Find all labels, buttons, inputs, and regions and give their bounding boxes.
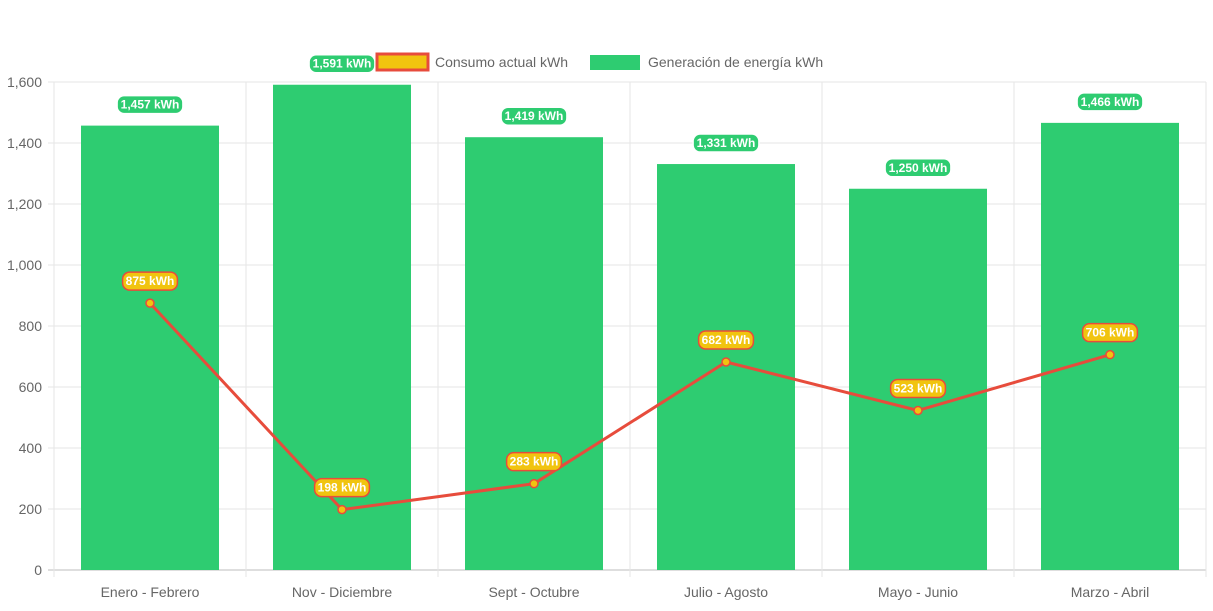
consumption-point[interactable] bbox=[529, 478, 539, 489]
y-tick-label: 400 bbox=[19, 440, 43, 456]
y-tick-label: 1,600 bbox=[7, 74, 42, 90]
consumption-point[interactable] bbox=[721, 357, 731, 367]
generation-value-badge bbox=[884, 158, 952, 178]
generation-value-label: 1,457 kWh bbox=[121, 98, 180, 112]
generation-bar[interactable] bbox=[1041, 122, 1179, 571]
generation-value-label: 1,591 kWh bbox=[313, 57, 372, 71]
legend-swatch-consumption[interactable] bbox=[375, 52, 430, 72]
consumption-value-label: 875 kWh bbox=[126, 274, 175, 288]
legend-label-consumption: Consumo actual kWh bbox=[435, 54, 568, 70]
consumption-value-label: 523 kWh bbox=[894, 381, 943, 395]
x-tick-label: Enero - Febrero bbox=[101, 584, 200, 600]
consumption-value-label: 682 kWh bbox=[702, 333, 751, 347]
y-tick-label: 600 bbox=[19, 379, 43, 395]
consumption-point[interactable] bbox=[913, 405, 923, 416]
generation-value-badge bbox=[116, 94, 184, 115]
generation-value-badge bbox=[308, 53, 376, 74]
consumption-value-label: 198 kWh bbox=[318, 481, 367, 495]
consumption-value-badge bbox=[697, 330, 755, 350]
consumption-value-label: 283 kWh bbox=[510, 455, 559, 469]
consumption-value-badge bbox=[505, 451, 563, 472]
y-tick-label: 0 bbox=[34, 562, 42, 578]
generation-value-badge bbox=[1076, 92, 1144, 112]
x-tick-label: Julio - Agosto bbox=[684, 584, 768, 600]
x-tick-label: Nov - Diciembre bbox=[292, 584, 393, 600]
generation-value-label: 1,466 kWh bbox=[1081, 95, 1140, 109]
y-tick-label: 1,400 bbox=[7, 135, 42, 151]
consumption-point[interactable] bbox=[337, 504, 347, 515]
legend-swatch-generation[interactable] bbox=[590, 55, 640, 70]
legend-label-generation: Generación de energía kWh bbox=[648, 54, 823, 70]
y-tick-label: 1,000 bbox=[7, 257, 42, 273]
consumption-value-badge bbox=[889, 378, 947, 399]
consumption-line bbox=[148, 302, 1111, 512]
consumption-point[interactable] bbox=[1105, 349, 1115, 360]
consumption-point[interactable] bbox=[145, 298, 155, 308]
y-tick-label: 1,200 bbox=[7, 196, 42, 212]
generation-value-label: 1,250 kWh bbox=[889, 161, 948, 175]
x-tick-label: Marzo - Abril bbox=[1071, 584, 1150, 600]
generation-value-badge bbox=[500, 106, 568, 126]
generation-bar[interactable] bbox=[81, 125, 219, 571]
consumption-value-label: 706 kWh bbox=[1086, 326, 1135, 340]
x-tick-label: Sept - Octubre bbox=[488, 584, 579, 600]
y-tick-label: 200 bbox=[19, 501, 43, 517]
consumption-value-badge bbox=[1081, 322, 1139, 343]
y-tick-label: 800 bbox=[19, 318, 43, 334]
consumption-value-badge bbox=[313, 477, 371, 498]
generation-value-label: 1,331 kWh bbox=[697, 136, 756, 150]
x-tick-label: Mayo - Junio bbox=[878, 584, 958, 600]
generation-value-badge bbox=[692, 133, 760, 153]
generation-value-label: 1,419 kWh bbox=[505, 109, 564, 123]
generation-bar[interactable] bbox=[657, 164, 795, 571]
consumption-value-badge bbox=[121, 271, 179, 291]
generation-bar[interactable] bbox=[465, 137, 603, 570]
